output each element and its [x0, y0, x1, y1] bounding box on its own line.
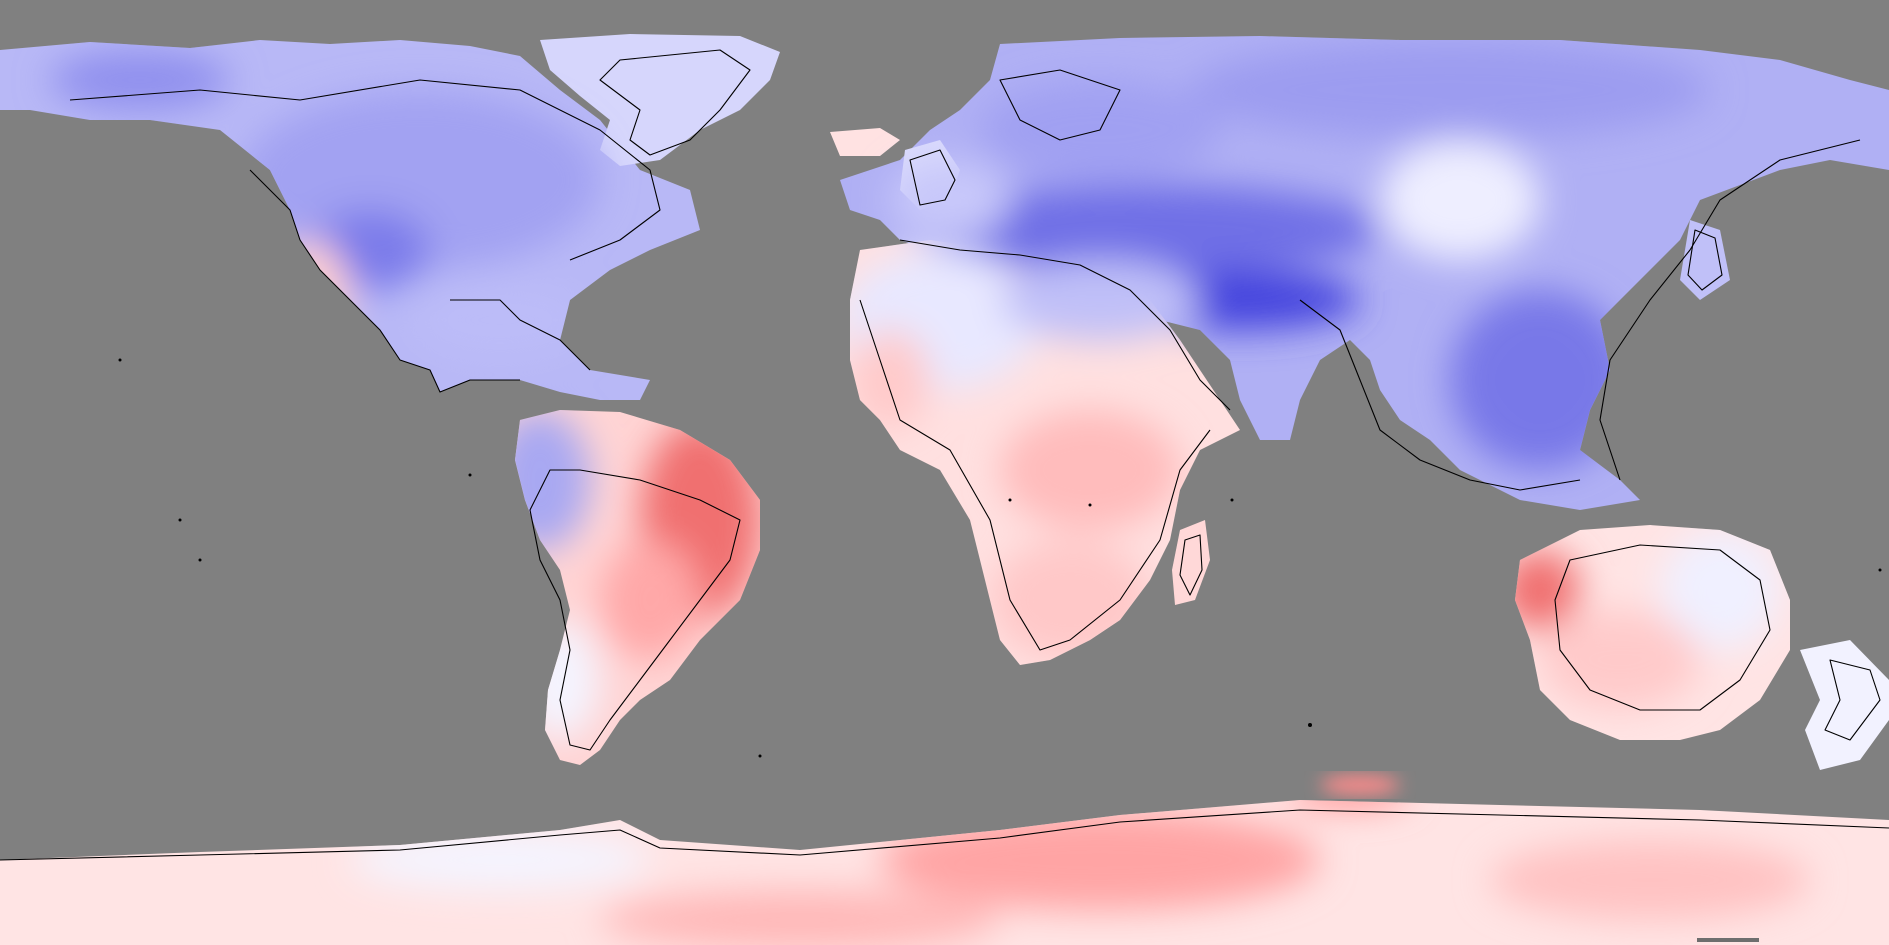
iceland [830, 128, 900, 156]
new-zealand [1800, 640, 1889, 770]
island-specks [118, 358, 1882, 758]
warm-patch-southern-ocean [1320, 775, 1400, 795]
anomaly-field [50, 40, 1810, 945]
scale-bar [1697, 938, 1759, 942]
greenland [540, 34, 780, 166]
coastlines [0, 49, 1889, 861]
